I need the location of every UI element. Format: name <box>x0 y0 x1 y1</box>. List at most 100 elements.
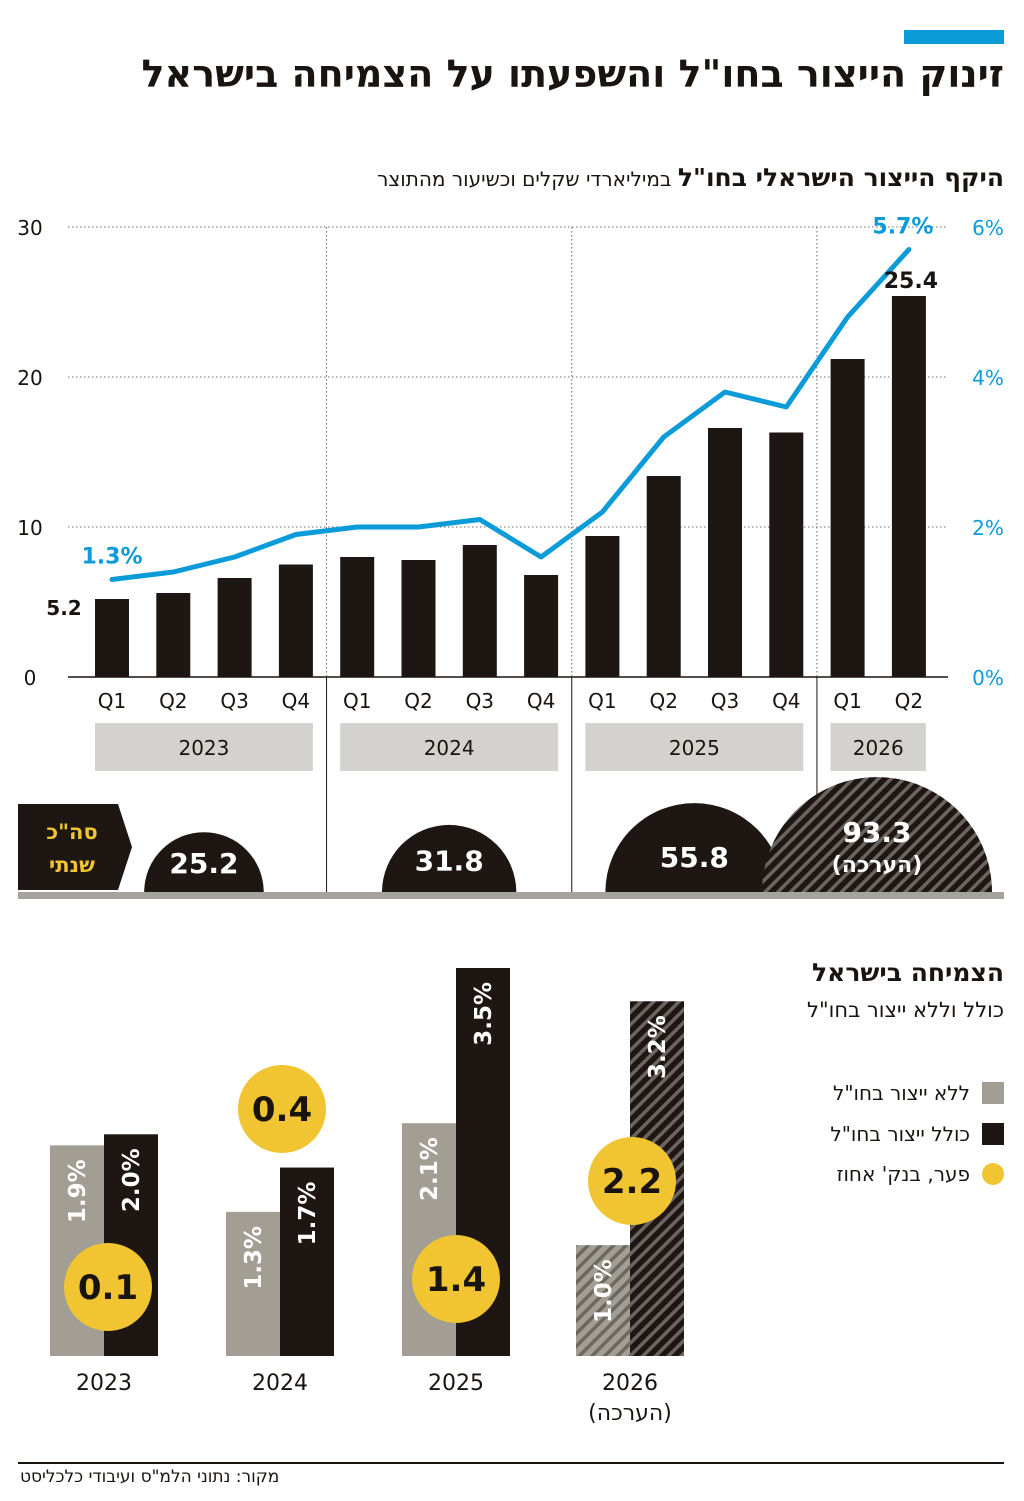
chart2-title: הצמיחה בישראל <box>812 958 1004 987</box>
gap-circle-2023 <box>64 1243 152 1331</box>
bar-q1 <box>585 536 620 677</box>
growth-year-label-2024: 2024 <box>252 1371 308 1396</box>
x-tick-label: Q2 <box>159 689 187 713</box>
growth-label-with-2023: 2.0% <box>119 1148 145 1212</box>
year-label-2024: 2024 <box>424 736 475 760</box>
gap-value-2026: 2.2 <box>602 1162 662 1202</box>
y-tick-label: 10 <box>17 516 42 540</box>
legend-label-gap: פער, בנק' אחוז <box>836 1162 970 1186</box>
legend-label-without: ללא ייצור בחו"ל <box>832 1081 970 1105</box>
gap-value-2024: 0.4 <box>252 1090 312 1130</box>
legend-item-gap: פער, בנק' אחוז <box>744 1159 1004 1189</box>
growth-year-label-2023: 2023 <box>76 1371 132 1396</box>
x-tick-label: Q3 <box>220 689 248 713</box>
year-label-2025: 2025 <box>669 736 720 760</box>
annual-total-semicircle-2026 <box>762 777 992 892</box>
y-tick-label: 0 <box>24 666 37 690</box>
x-tick-label: Q1 <box>98 689 126 713</box>
legend-label-with: כולל ייצור בחו"ל <box>830 1122 970 1146</box>
annual-total-value-2026: 93.3 <box>842 816 911 849</box>
chart1-svg: 0 10 20 30 0% 2% 4% 6% Q1 Q2 Q3 Q4 Q1 Q2 Q3 Q4 Q1 Q2 Q3 Q4… <box>17 215 1004 899</box>
chart1-subtitle: היקף הייצור הישראלי בחו"ל במיליארדי שקלי… <box>24 163 1004 192</box>
x-tick-label: Q4 <box>772 689 800 713</box>
growth-bar-without-2024 <box>226 1211 280 1356</box>
x-tick-label: Q2 <box>895 689 923 713</box>
y2-tick-label: 0% <box>972 666 1004 690</box>
year-box-2025 <box>585 723 804 771</box>
bar-q1 <box>340 557 375 677</box>
bar-q4 <box>524 575 559 677</box>
year-box-2023 <box>95 723 313 771</box>
y-tick-label: 20 <box>17 366 42 390</box>
y2-tick-label: 4% <box>972 366 1004 390</box>
legend-swatch-yellow <box>982 1163 1004 1185</box>
annual-total-semicircle-2024 <box>382 824 517 892</box>
annual-total-value-2024: 31.8 <box>415 845 484 878</box>
data-label-last-line: 5.7% <box>872 215 933 240</box>
year-label-2023: 2023 <box>178 736 229 760</box>
growth-year-label-2025: 2025 <box>428 1371 484 1396</box>
year-label-2026: 2026 <box>853 736 904 760</box>
year-box-2026 <box>830 723 926 771</box>
bar-q2 <box>401 560 436 677</box>
source-note: מקור: נתוני הלמ"ס ועיבודי כלכליסט <box>20 1467 280 1487</box>
x-tick-label: Q1 <box>343 689 371 713</box>
totals-baseline <box>18 892 1004 899</box>
bar-q3 <box>708 428 742 677</box>
chart2-svg: 1.9% 2.0% 2023 1.3% 1.7% 2024 2.1% 3.5% 2025 1.0%… <box>50 968 684 1426</box>
x-tick-label: Q4 <box>527 689 555 713</box>
data-label-first-line: 1.3% <box>81 545 142 570</box>
growth-bar-with-2024 <box>280 1167 334 1356</box>
gap-circle-2025 <box>412 1235 500 1323</box>
gap-circle-2026 <box>588 1137 676 1225</box>
bar-q4 <box>769 432 804 677</box>
x-tick-label: Q1 <box>833 689 861 713</box>
growth-label-without-2023: 1.9% <box>65 1159 91 1223</box>
year-box-2024 <box>340 723 559 771</box>
bar-q2 <box>156 593 191 677</box>
x-tick-label: Q2 <box>404 689 432 713</box>
bar-q2 <box>891 296 926 677</box>
y2-tick-label: 6% <box>972 216 1004 240</box>
source-rule <box>18 1462 1004 1464</box>
growth-label-without-2026: 1.0% <box>591 1259 617 1323</box>
chart1-subtitle-strong: היקף הייצור הישראלי בחו"ל <box>677 163 1004 192</box>
headline: זינוק הייצור בחו"ל והשפעתו על הצמיחה ביש… <box>141 52 1004 96</box>
line-series-gdp-share <box>109 247 912 582</box>
growth-label-without-2025: 2.1% <box>417 1137 443 1201</box>
legend-swatch-gray <box>982 1082 1004 1104</box>
x-tick-label: Q3 <box>711 689 739 713</box>
annual-total-tag <box>18 804 132 890</box>
growth-year-label-2026: 2026 <box>602 1371 658 1396</box>
gap-circle-2024 <box>238 1065 326 1153</box>
bar-q4 <box>278 564 313 677</box>
growth-label-without-2024: 1.3% <box>241 1226 267 1290</box>
growth-year-note: (הערכה) <box>588 1401 672 1426</box>
y-tick-label: 30 <box>17 216 42 240</box>
annual-total-value-2025: 55.8 <box>660 841 729 874</box>
legend-item-with: כולל ייצור בחו"ל <box>744 1119 1004 1149</box>
data-label-first-bar: 5.2 <box>46 596 81 620</box>
growth-label-with-2026: 3.2% <box>645 1015 671 1079</box>
chart1-subtitle-rest: במיליארדי שקלים וכשיעור מהתוצר <box>377 167 678 191</box>
data-label-last-bar: 25.4 <box>884 269 938 294</box>
bar-q1 <box>95 599 129 677</box>
gap-value-2025: 1.4 <box>426 1260 486 1300</box>
annual-total-estimate-note: (הערכה) <box>832 853 923 878</box>
annual-total-semicircle-2025 <box>605 803 784 892</box>
x-tick-label: Q1 <box>588 689 616 713</box>
x-tick-label: Q2 <box>649 689 677 713</box>
gap-value-2023: 0.1 <box>78 1268 138 1308</box>
chart2-subtitle: כולל וללא ייצור בחו"ל <box>807 998 1004 1022</box>
accent-bar <box>904 30 1004 44</box>
bar-q3 <box>462 545 497 677</box>
growth-label-with-2025: 3.5% <box>471 982 497 1046</box>
annual-total-tag-line2: שנתי <box>49 853 95 877</box>
growth-label-with-2024: 1.7% <box>295 1182 321 1246</box>
bar-q1 <box>830 359 865 677</box>
annual-total-semicircle-2023 <box>144 832 264 892</box>
growth-bar-without-2026 <box>576 1245 630 1356</box>
annual-total-tag-line1: סה"כ <box>46 820 98 844</box>
y2-tick-label: 2% <box>972 516 1004 540</box>
bar-q2 <box>646 476 681 677</box>
